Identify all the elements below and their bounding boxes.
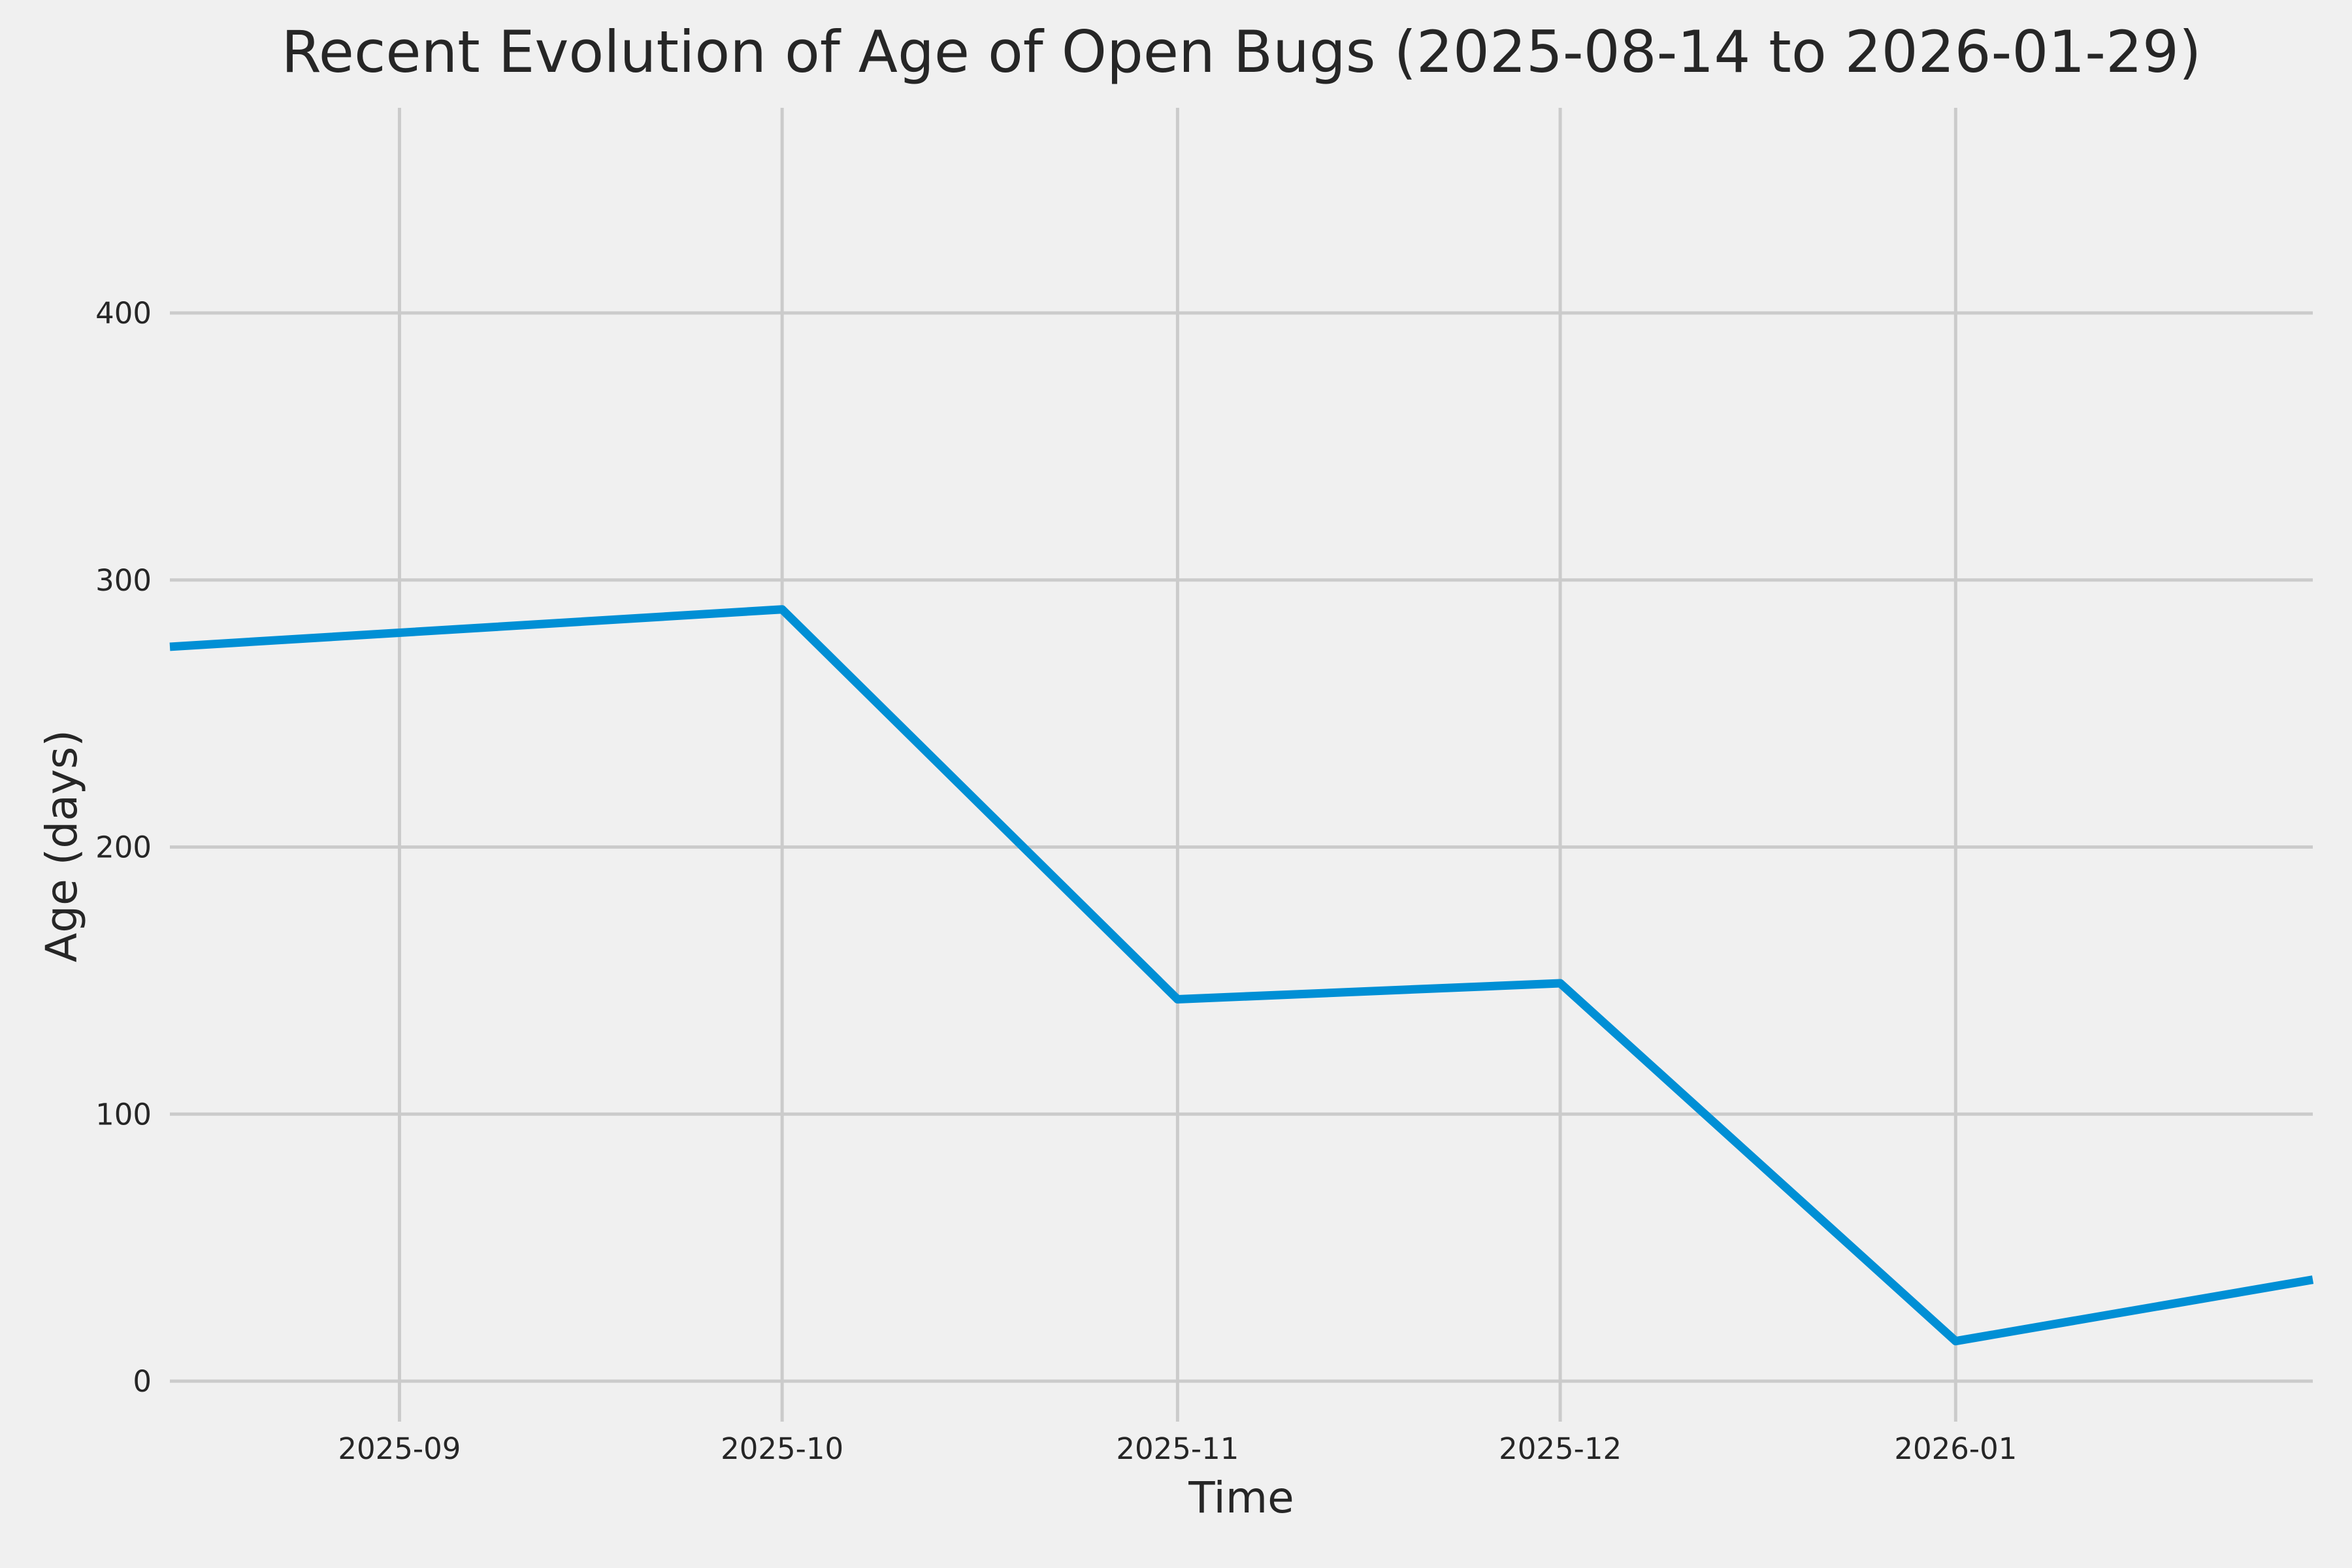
x-tick-labels: 2025-09 2025-10 2025-11 2025-12 2026-01	[338, 1431, 2017, 1466]
y-tick-label: 100	[95, 1097, 152, 1132]
y-tick-label: 200	[95, 830, 152, 865]
y-tick-label: 0	[133, 1364, 152, 1399]
data-line-age-of-open-bugs	[169, 605, 2314, 1346]
y-axis-label: Age (days)	[37, 730, 87, 962]
x-tick-label: 2026-01	[1894, 1431, 2017, 1466]
x-tick-label: 2025-11	[1116, 1431, 1239, 1466]
x-axis-label: Time	[1188, 1473, 1294, 1523]
chart-title: Recent Evolution of Age of Open Bugs (20…	[282, 18, 2202, 86]
y-tick-labels: 0 100 200 300 400	[95, 296, 152, 1399]
y-tick-label: 300	[95, 563, 152, 598]
x-tick-label: 2025-09	[338, 1431, 461, 1466]
x-tick-label: 2025-12	[1499, 1431, 1622, 1466]
x-gridlines	[397, 108, 1957, 1422]
y-tick-label: 400	[95, 296, 152, 331]
y-gridlines	[170, 311, 2313, 1383]
x-tick-label: 2025-10	[721, 1431, 843, 1466]
